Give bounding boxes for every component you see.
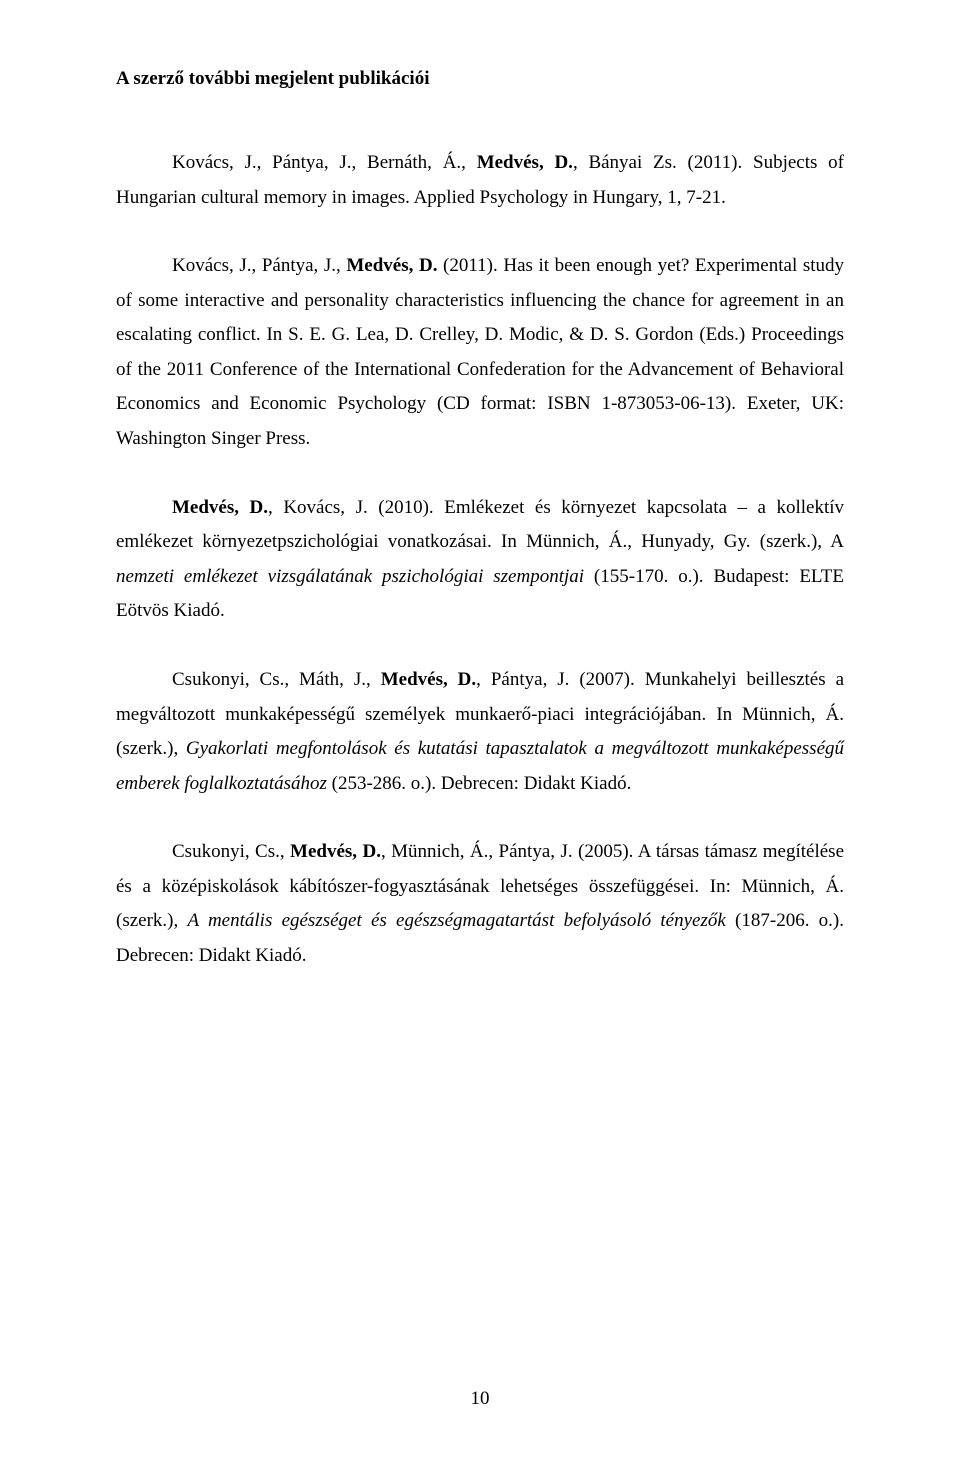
italic-title: A mentális egészséget és egészségmagatar… <box>187 910 725 931</box>
text-run: Csukonyi, Cs., <box>172 841 290 862</box>
publication-entry: Csukonyi, Cs., Máth, J., Medvés, D., Pán… <box>116 663 844 801</box>
publication-entry: Medvés, D., Kovács, J. (2010). Emlékezet… <box>116 491 844 629</box>
text-run: (253-286. o.). Debrecen: Didakt Kiadó. <box>327 773 631 794</box>
text-run: Kovács, J., Pántya, J., Bernáth, Á., <box>172 152 477 173</box>
author-bold: Medvés, D. <box>381 669 476 690</box>
publication-entry: Csukonyi, Cs., Medvés, D., Münnich, Á., … <box>116 835 844 973</box>
page-number: 10 <box>0 1388 960 1410</box>
author-bold: Medvés, D. <box>290 841 381 862</box>
text-run: Kovács, J., Pántya, J., <box>172 255 346 276</box>
italic-title: nemzeti emlékezet vizsgálatának pszichol… <box>116 566 584 587</box>
publication-entry: Kovács, J., Pántya, J., Bernáth, Á., Med… <box>116 146 844 215</box>
author-bold: Medvés, D. <box>477 152 573 173</box>
author-bold: Medvés, D. <box>346 255 437 276</box>
text-run: (2011). Has it been enough yet? Experime… <box>116 255 844 449</box>
page-container: A szerző további megjelent publikációi K… <box>0 0 960 974</box>
section-heading: A szerző további megjelent publikációi <box>116 68 844 90</box>
publication-entry: Kovács, J., Pántya, J., Medvés, D. (2011… <box>116 249 844 456</box>
author-bold: Medvés, D. <box>172 497 268 518</box>
text-run: Csukonyi, Cs., Máth, J., <box>172 669 381 690</box>
